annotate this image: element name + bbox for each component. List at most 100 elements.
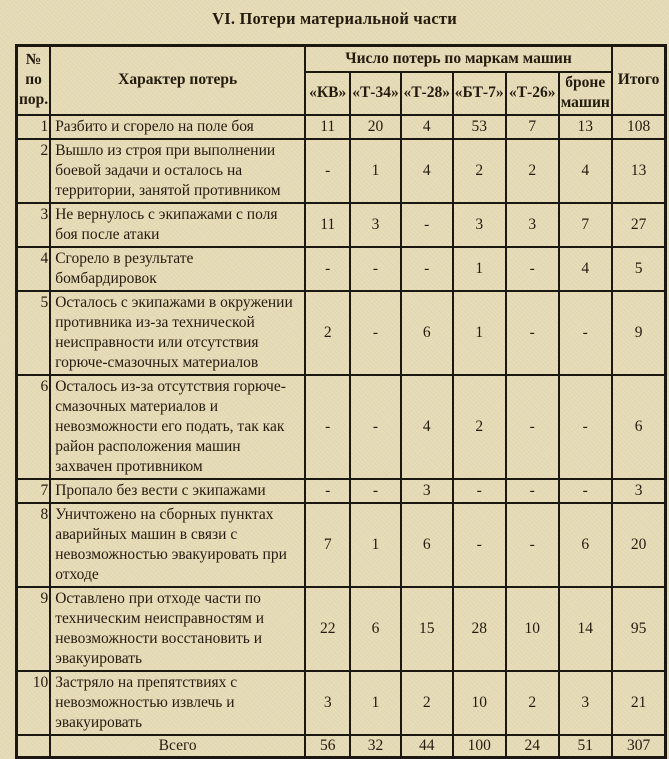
loss-count-cell: 7 [304, 501, 352, 588]
loss-count-cell: - [504, 245, 560, 292]
loss-count-cell: 7 [557, 201, 613, 248]
loss-count-cell: 11 [304, 201, 352, 248]
loss-count-cell: - [304, 477, 352, 504]
loss-count-cell: 13 [557, 113, 613, 140]
loss-count-cell: 53 [451, 113, 507, 140]
loss-count-cell: 6 [349, 585, 402, 672]
table-row: 7 Пропало без вести с экипажами - - 3 - … [15, 477, 667, 504]
loss-count-cell: 2 [504, 137, 560, 204]
loss-count-cell: 2 [451, 137, 507, 204]
table-row: 9 Оставлено при отходе части по техничес… [15, 585, 667, 672]
loss-count-cell: 3 [304, 669, 352, 736]
total-row: Всего 56 32 44 100 24 51 307 [15, 733, 667, 758]
col-header-brand-bt7: «БТ-7» [451, 70, 507, 116]
loss-count-cell: - [349, 373, 402, 480]
loss-count-cell: 3 [349, 201, 402, 248]
loss-nature-cell: Не вернулось с экипажами с поля боя посл… [49, 201, 307, 248]
loss-nature-cell: Осталось с экипажами в окружении противн… [49, 289, 307, 376]
loss-count-cell: - [304, 137, 352, 204]
loss-count-cell: - [399, 201, 454, 248]
loss-count-cell: 4 [557, 137, 613, 204]
col-header-num: № по пор. [15, 44, 52, 116]
loss-count-cell: 5 [610, 245, 667, 292]
loss-count-cell: 3 [451, 201, 507, 248]
total-value-cell: 100 [451, 733, 507, 758]
loss-nature-cell: Вышло из строя при выполнении боевой зад… [49, 137, 307, 204]
loss-count-cell: - [504, 373, 560, 480]
loss-count-cell: 2 [451, 373, 507, 480]
row-number-cell: 9 [15, 585, 52, 672]
loss-count-cell: - [557, 373, 613, 480]
row-number-cell: 5 [15, 289, 52, 376]
loss-nature-cell: Сгорело в результате бомбардировок [49, 245, 307, 292]
table-row: 10 Застряло на препятствиях с невозможно… [15, 669, 667, 736]
loss-count-cell: - [451, 501, 507, 588]
loss-nature-cell: Разбито и сгорело на поле боя [49, 113, 307, 140]
table-row: 8 Уничтожено на сборных пунктах аварийны… [15, 501, 667, 588]
loss-count-cell: 20 [349, 113, 402, 140]
loss-count-cell: 6 [399, 501, 454, 588]
loss-count-cell: 27 [610, 201, 667, 248]
total-value-cell: 32 [349, 733, 402, 758]
col-header-brand-t26: «Т-26» [504, 70, 560, 116]
loss-count-cell: 3 [504, 201, 560, 248]
total-value-cell: 51 [557, 733, 613, 758]
loss-count-cell: 1 [349, 669, 402, 736]
row-number-cell: 10 [15, 669, 52, 736]
loss-count-cell: 28 [451, 585, 507, 672]
table-row: 2 Вышло из строя при выполнении боевой з… [15, 137, 667, 204]
row-number-cell: 3 [15, 201, 52, 248]
loss-count-cell: 4 [399, 373, 454, 480]
loss-count-cell: 3 [557, 669, 613, 736]
loss-count-cell: 13 [610, 137, 667, 204]
loss-count-cell: 108 [610, 113, 667, 140]
loss-count-cell: - [504, 477, 560, 504]
loss-count-cell: 6 [557, 501, 613, 588]
table-row: 5 Осталось с экипажами в окружении проти… [15, 289, 667, 376]
loss-count-cell: - [349, 245, 402, 292]
loss-nature-cell: Осталось из-за отсутствия горюче- смазоч… [49, 373, 307, 480]
loss-count-cell: 10 [504, 585, 560, 672]
table-row: 3 Не вернулось с экипажами с поля боя по… [15, 201, 667, 248]
loss-count-cell: - [399, 245, 454, 292]
table-body: 1 Разбито и сгорело на поле боя 11 20 4 … [15, 113, 667, 758]
total-value-cell: 307 [610, 733, 667, 758]
loss-count-cell: 2 [304, 289, 352, 376]
col-header-brand-kv: «КВ» [304, 70, 352, 116]
loss-count-cell: - [504, 501, 560, 588]
loss-count-cell: - [504, 289, 560, 376]
row-number-cell: 8 [15, 501, 52, 588]
total-value-cell: 24 [504, 733, 560, 758]
col-header-brand-armored: броне машин [557, 70, 613, 116]
col-header-group: Число потерь по маркам машин [304, 44, 613, 73]
loss-count-cell: 95 [610, 585, 667, 672]
col-header-brand-t34: «Т-34» [349, 70, 402, 116]
row-number-cell: 7 [15, 477, 52, 504]
loss-count-cell: 20 [610, 501, 667, 588]
loss-count-cell: - [557, 477, 613, 504]
losses-table: № по пор. Характер потерь Число потерь п… [15, 44, 668, 759]
total-label-cell: Всего [49, 733, 307, 758]
table-row: 6 Осталось из-за отсутствия горюче- смаз… [15, 373, 667, 480]
table-header: № по пор. Характер потерь Число потерь п… [15, 44, 667, 116]
loss-count-cell: 11 [304, 113, 352, 140]
loss-count-cell: 10 [451, 669, 507, 736]
loss-count-cell: 2 [399, 669, 454, 736]
loss-count-cell: 9 [610, 289, 667, 376]
table-row: 4 Сгорело в результате бомбардировок - -… [15, 245, 667, 292]
loss-count-cell: 22 [304, 585, 352, 672]
row-number-cell: 1 [15, 113, 52, 140]
loss-nature-cell: Оставлено при отходе части по технически… [49, 585, 307, 672]
table-row: 1 Разбито и сгорело на поле боя 11 20 4 … [15, 113, 667, 140]
loss-count-cell: - [304, 373, 352, 480]
col-header-brand-t28: «Т-28» [399, 70, 454, 116]
header-row-brands: «КВ» «Т-34» «Т-28» «БТ-7» «Т-26» броне м… [17, 70, 666, 116]
loss-nature-cell: Застряло на препятствиях с невозможность… [49, 669, 307, 736]
row-number-cell: 4 [15, 245, 52, 292]
loss-nature-cell: Пропало без вести с экипажами [49, 477, 307, 504]
loss-nature-cell: Уничтожено на сборных пунктах аварийных … [49, 501, 307, 588]
col-header-total: Итого [610, 44, 667, 116]
loss-count-cell: 4 [399, 113, 454, 140]
loss-count-cell: - [349, 289, 402, 376]
loss-count-cell: 1 [349, 137, 402, 204]
